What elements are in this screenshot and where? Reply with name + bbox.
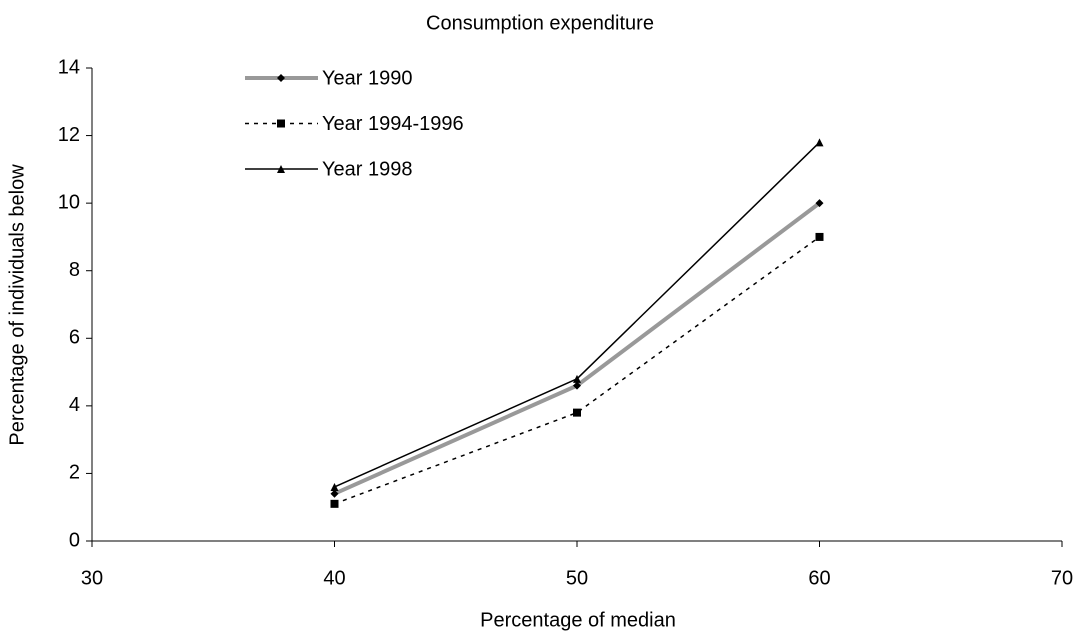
x-tick-label: 40 bbox=[323, 567, 345, 589]
y-tick-label: 0 bbox=[69, 529, 80, 551]
legend-label: Year 1998 bbox=[322, 158, 412, 180]
legend-marker bbox=[277, 119, 285, 128]
legend-marker bbox=[277, 74, 285, 82]
y-axis-title: Percentage of individuals below bbox=[6, 164, 28, 446]
point-marker bbox=[573, 381, 581, 390]
legend-label: Year 1990 bbox=[322, 67, 412, 89]
series-line bbox=[334, 236, 820, 505]
point-marker bbox=[815, 199, 824, 208]
series-line bbox=[334, 141, 821, 488]
point-marker bbox=[815, 232, 824, 241]
point-marker bbox=[330, 489, 339, 498]
x-tick-label: 50 bbox=[566, 567, 588, 589]
x-axis-title: Percentage of median bbox=[480, 609, 676, 631]
point-marker bbox=[573, 408, 581, 417]
x-tick-label: 30 bbox=[81, 567, 103, 589]
y-tick-label: 8 bbox=[69, 259, 80, 281]
point-marker bbox=[815, 138, 824, 147]
point-marker bbox=[330, 499, 339, 508]
series-line bbox=[333, 201, 821, 496]
point-marker bbox=[330, 482, 339, 491]
y-tick-label: 4 bbox=[69, 394, 80, 416]
y-tick-label: 14 bbox=[58, 56, 80, 78]
chart-title: Consumption expenditure bbox=[426, 12, 654, 34]
x-tick-label: 60 bbox=[808, 567, 830, 589]
point-marker bbox=[573, 374, 581, 383]
y-tick-label: 12 bbox=[58, 124, 80, 146]
legend-label: Year 1994-1996 bbox=[322, 113, 464, 135]
y-tick-label: 2 bbox=[69, 462, 80, 484]
y-tick-label: 6 bbox=[69, 327, 80, 349]
y-tick-label: 10 bbox=[58, 191, 80, 213]
x-tick-label: 70 bbox=[1051, 567, 1073, 589]
legend-marker bbox=[277, 165, 285, 173]
